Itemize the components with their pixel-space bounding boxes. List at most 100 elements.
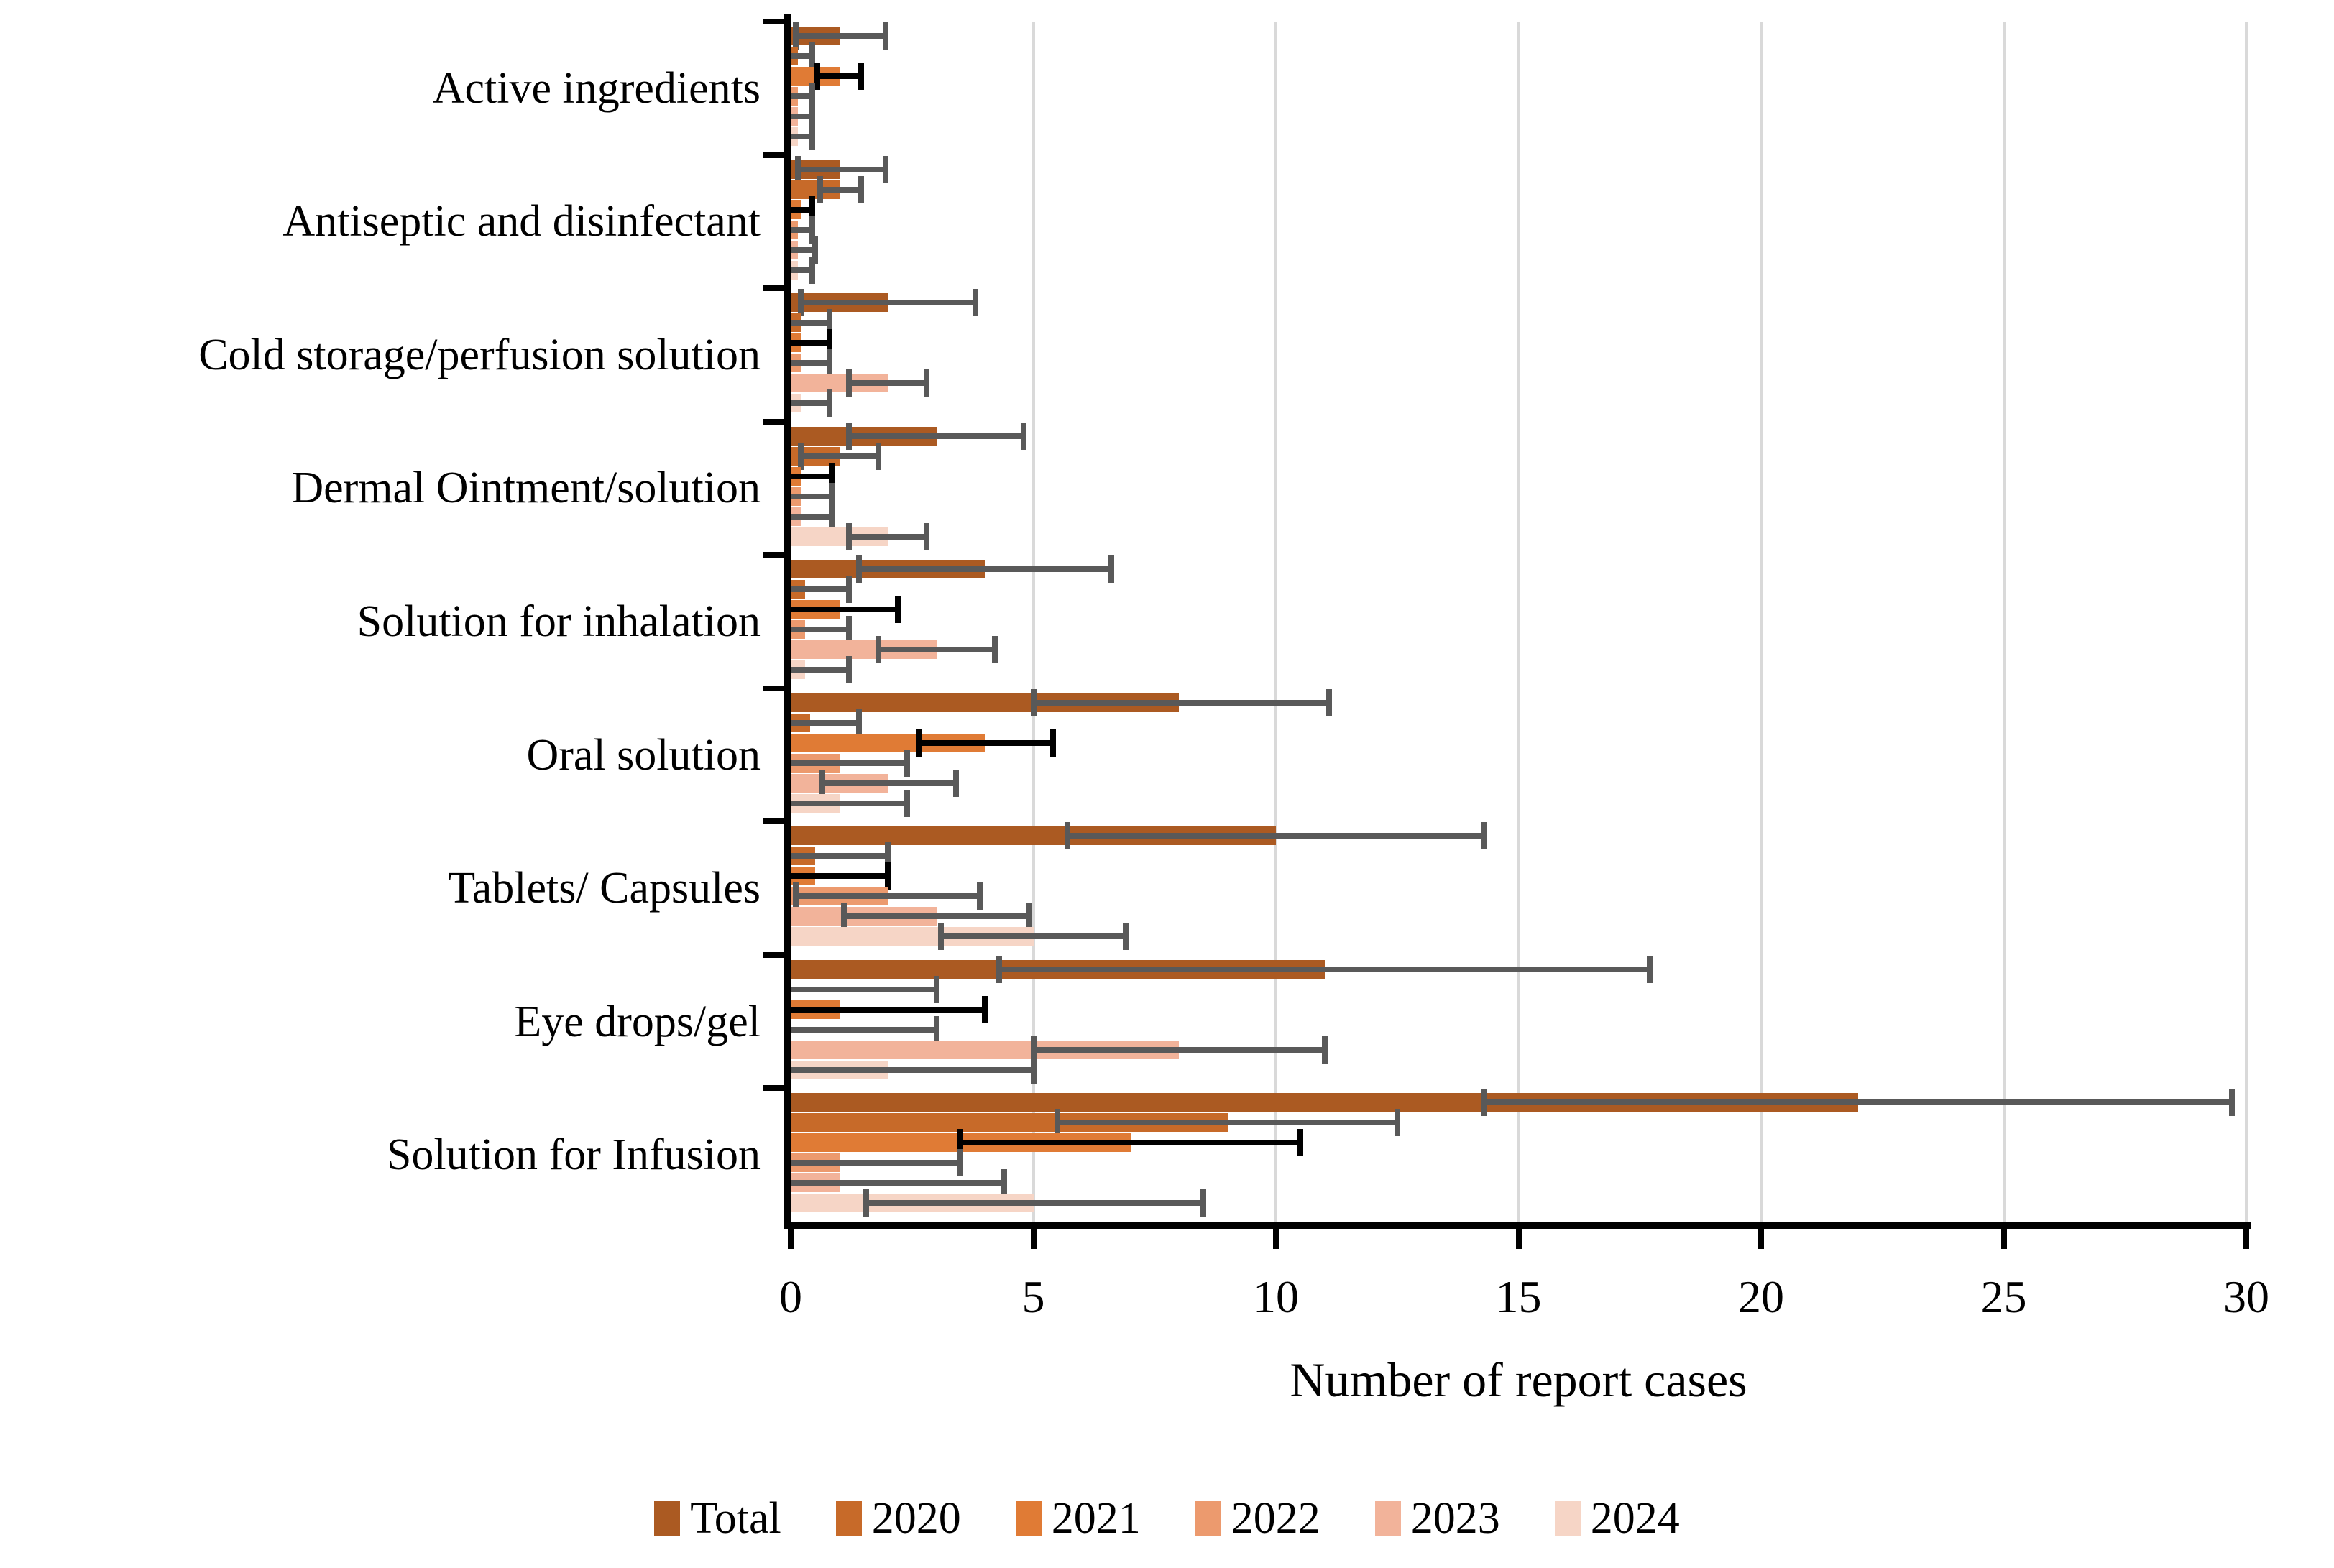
category-label: Tablets/ Capsules — [448, 864, 761, 913]
error-bar — [878, 647, 995, 653]
error-bar — [800, 300, 975, 306]
error-bar — [791, 360, 830, 366]
error-bar-cap — [829, 462, 835, 490]
category-label: Cold storage/perfusion solution — [198, 330, 761, 379]
error-bar-cap — [2228, 1089, 2235, 1117]
error-bar-cap — [846, 656, 852, 684]
error-bar — [844, 913, 1029, 920]
error-bar — [791, 1160, 961, 1166]
error-bar-cap — [885, 842, 891, 870]
error-bar — [795, 893, 980, 900]
error-bar-cap — [952, 769, 959, 797]
legend-swatch — [835, 1501, 862, 1536]
y-axis-tick — [763, 818, 785, 825]
error-bar-cap — [882, 22, 888, 50]
error-bar-cap — [1030, 1036, 1037, 1064]
error-bar — [798, 166, 886, 172]
error-bar — [960, 1140, 1300, 1146]
error-bar-cap — [1030, 1056, 1037, 1084]
error-bar — [849, 433, 1024, 439]
x-tick-label: 0 — [779, 1271, 802, 1322]
x-tick-label: 30 — [2223, 1271, 2269, 1322]
error-bar-cap — [792, 22, 799, 50]
error-bar-cap — [933, 1015, 939, 1043]
error-bar-cap — [904, 789, 910, 817]
x-axis-tick — [2243, 1229, 2249, 1249]
error-bar-cap — [1200, 1189, 1206, 1217]
error-bar — [858, 566, 1111, 573]
x-axis-title: Number of report cases — [1290, 1352, 1747, 1407]
category-label: Dermal Ointment/solution — [291, 464, 761, 513]
error-bar-cap — [846, 616, 852, 644]
error-bar-cap — [827, 329, 832, 357]
error-bar-cap — [1021, 422, 1026, 450]
x-tick-label: 10 — [1253, 1271, 1299, 1322]
error-bar — [791, 1180, 1004, 1186]
error-bar — [795, 33, 886, 39]
error-bar — [791, 320, 830, 326]
error-bar — [791, 667, 849, 673]
error-bar-cap — [1481, 1089, 1488, 1117]
error-bar-cap — [904, 749, 910, 777]
legend-swatch — [654, 1501, 681, 1536]
error-bar-cap — [1030, 688, 1037, 716]
legend-item-total: Total — [654, 1493, 781, 1544]
error-bar-cap — [1108, 555, 1114, 584]
error-bar-cap — [858, 63, 864, 90]
legend-item-2021: 2021 — [1015, 1493, 1141, 1544]
error-bar-cap — [924, 522, 929, 550]
error-bar — [791, 1026, 937, 1033]
error-bar — [941, 933, 1126, 940]
error-bar-cap — [982, 995, 988, 1023]
error-bar — [849, 533, 927, 540]
error-bar-cap — [957, 1149, 964, 1177]
error-bar — [791, 226, 813, 233]
x-axis-tick — [1273, 1229, 1279, 1249]
error-bar — [791, 340, 830, 346]
x-axis-tick — [1030, 1229, 1037, 1249]
chart-legend: Total 2020 2021 2022 2023 2024 — [0, 1493, 2334, 1544]
y-axis-tick — [763, 1085, 785, 1092]
error-bar — [1033, 1046, 1325, 1053]
error-bar-cap — [875, 636, 881, 664]
error-bar — [791, 853, 888, 859]
x-axis-tick — [2000, 1229, 2007, 1249]
error-bar — [919, 739, 1053, 746]
error-bar-cap — [1025, 903, 1032, 931]
error-bar-cap — [933, 975, 939, 1003]
error-bar-cap — [797, 442, 804, 470]
error-bar-cap — [1049, 729, 1056, 757]
error-bar-cap — [977, 882, 983, 910]
error-bar-cap — [792, 882, 799, 910]
x-axis-tick — [1758, 1229, 1764, 1249]
error-bar — [791, 114, 813, 119]
error-bar-cap — [875, 442, 881, 470]
legend-swatch — [1374, 1501, 1401, 1536]
error-bar-cap — [1122, 923, 1129, 951]
legend-swatch — [1195, 1501, 1221, 1536]
error-bar — [865, 1200, 1203, 1207]
error-bar-cap — [809, 42, 816, 70]
error-bar — [819, 186, 861, 193]
error-bar — [791, 719, 859, 726]
x-axis-tick — [1515, 1229, 1522, 1249]
legend-item-2022: 2022 — [1195, 1493, 1320, 1544]
category-label: Solution for Infusion — [386, 1130, 761, 1180]
gridline — [1760, 22, 1763, 1222]
y-axis-tick — [763, 552, 785, 558]
error-bar-cap — [855, 555, 862, 584]
error-bar-cap — [809, 123, 816, 150]
error-bar-cap — [846, 369, 852, 397]
error-bar-cap — [972, 289, 978, 317]
error-bar-cap — [846, 522, 852, 550]
error-bar — [791, 53, 813, 59]
error-bar-cap — [1321, 1036, 1328, 1064]
error-bar-cap — [846, 576, 852, 604]
y-axis-tick — [763, 418, 785, 425]
error-bar-cap — [809, 195, 816, 223]
error-bar-cap — [1646, 955, 1653, 983]
error-bar — [849, 380, 927, 387]
error-bar-cap — [894, 596, 901, 624]
